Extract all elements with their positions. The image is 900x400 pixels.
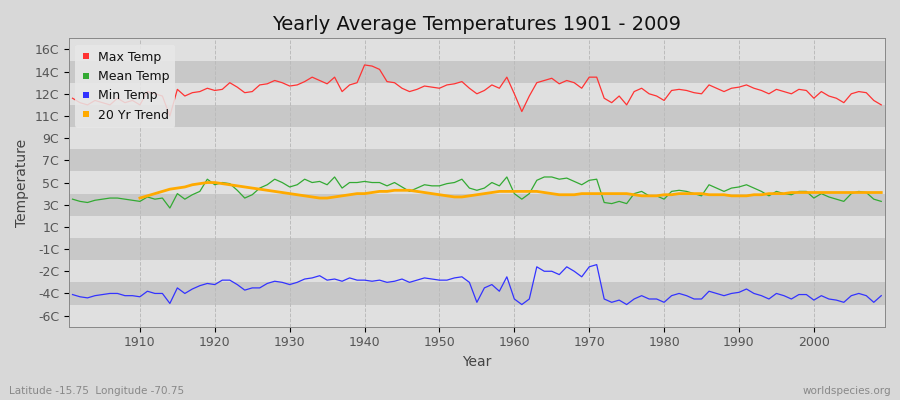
Bar [68, 282, 885, 304]
Bar [68, 238, 885, 260]
Text: worldspecies.org: worldspecies.org [803, 386, 891, 396]
Bar [68, 260, 885, 282]
Y-axis label: Temperature: Temperature [15, 138, 29, 226]
Bar [68, 149, 885, 172]
X-axis label: Year: Year [463, 355, 491, 369]
Bar [68, 83, 885, 105]
Bar [68, 194, 885, 216]
Bar [68, 216, 885, 238]
Legend: Max Temp, Mean Temp, Min Temp, 20 Yr Trend: Max Temp, Mean Temp, Min Temp, 20 Yr Tre… [75, 44, 176, 128]
Bar [68, 38, 885, 60]
Bar [68, 105, 885, 127]
Bar [68, 60, 885, 83]
Bar [68, 172, 885, 194]
Bar [68, 304, 885, 327]
Bar [68, 127, 885, 149]
Title: Yearly Average Temperatures 1901 - 2009: Yearly Average Temperatures 1901 - 2009 [273, 15, 681, 34]
Text: Latitude -15.75  Longitude -70.75: Latitude -15.75 Longitude -70.75 [9, 386, 184, 396]
